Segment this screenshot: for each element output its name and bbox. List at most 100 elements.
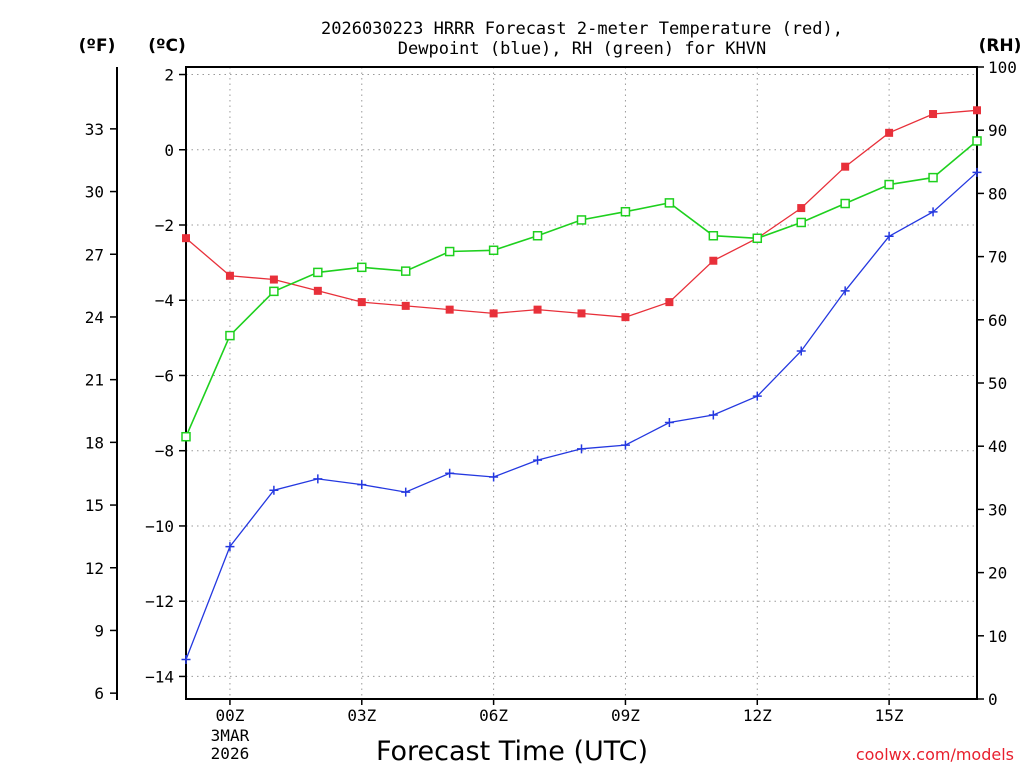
x-tick-label: 00Z [215,706,244,725]
dewpoint-point [840,286,850,296]
fahrenheit-tick-label: 18 [85,433,104,452]
celsius-tick-label: −4 [155,291,174,310]
rh-point [225,330,235,341]
temperature-line [185,109,978,318]
temperature-point [621,313,630,322]
dewpoint-point [796,346,806,356]
temperature-point [797,204,806,213]
rh-point [488,245,499,256]
dewpoint-point [269,485,279,495]
temperature-point [357,298,366,307]
rh-tick-label: 20 [988,564,1007,583]
x-tick-label: 03Z [347,706,376,725]
fahrenheit-tick-label: 27 [85,245,104,264]
dewpoint-point [972,167,982,177]
rh-tick-label: 50 [988,374,1007,393]
dewpoint-point [752,391,762,401]
attribution-text: coolwx.com/models [856,745,1014,764]
rh-point [269,286,279,297]
rh-point [884,179,894,190]
temperature-point [269,275,278,284]
celsius-tick-label: −14 [145,667,174,686]
temperature-point [973,106,981,115]
celsius-tick-label: −8 [155,442,174,461]
rh-point [313,267,323,278]
celsius-tick-label: −2 [155,216,174,235]
temperature-point [577,309,586,318]
series-layer [181,106,982,664]
temperature-point [489,309,498,318]
fahrenheit-tick-label: 9 [94,621,104,640]
temperature-point [665,298,674,307]
rh-point [664,198,675,208]
fahrenheit-tick-label: 21 [85,371,104,390]
rh-point [620,206,631,217]
rh-tick-label: 70 [988,248,1007,267]
rh-tick-label: 80 [988,184,1007,203]
rh-point [444,246,455,257]
celsius-tick-label: −6 [155,366,174,385]
fahrenheit-tick-label: 24 [85,308,104,327]
dewpoint-point [620,440,630,450]
x-tick-sublabel: 3MAR [211,726,250,745]
rh-point [400,266,411,276]
x-tick-sublabel: 2026 [211,744,250,763]
temperature-point [841,162,850,171]
dewpoint-point [181,655,191,664]
rh-point [357,262,367,273]
rh-point [796,217,806,228]
celsius-unit-label: (ºC) [148,36,186,56]
dewpoint-point [357,480,367,490]
rh-tick-label: 0 [988,690,998,709]
rh-line [185,140,978,438]
rh-point [752,233,763,244]
x-tick-label: 15Z [875,706,904,725]
temperature-point [225,271,234,280]
fahrenheit-unit-label: (ºF) [79,36,116,56]
plot-frame [185,66,978,700]
dewpoint-point [928,207,938,217]
x-tick-label: 12Z [743,706,772,725]
rh-tick-label: 30 [988,500,1007,519]
rh-tick-label: 40 [988,437,1007,456]
temperature-point [885,128,894,137]
celsius-tick-label: 2 [164,66,174,85]
dewpoint-line [185,171,978,660]
dewpoint-point [664,418,674,427]
dewpoint-point [489,472,499,482]
dewpoint-point [533,455,543,465]
dewpoint-point [401,487,411,497]
rh-point [708,230,719,241]
rh-tick-label: 10 [988,627,1007,646]
fahrenheit-tick-label: 15 [85,496,104,515]
fahrenheit-tick-label: 30 [85,183,104,202]
temperature-point [929,110,938,119]
x-axis-label: Forecast Time (UTC) [376,736,648,767]
temperature-point [313,286,322,295]
celsius-tick-label: −12 [145,592,174,611]
celsius-tick-label: −10 [145,517,174,536]
dewpoint-point [225,542,235,552]
rh-unit-label: (RH) [979,36,1022,56]
fahrenheit-tick-label: 12 [85,559,104,578]
temperature-point [533,305,542,314]
celsius-tick-label: 0 [164,141,174,160]
dewpoint-point [313,474,323,484]
rh-point [532,230,543,241]
rh-point [840,198,850,209]
dewpoint-point [577,444,586,454]
fahrenheit-tick-label: 33 [85,120,104,139]
rh-tick-label: 90 [988,121,1007,140]
x-tick-label: 06Z [479,706,508,725]
rh-point [928,172,938,183]
dewpoint-point [445,468,455,478]
chart-title-line-1: 2026030223 HRRR Forecast 2-meter Tempera… [321,19,843,39]
temperature-point [182,234,190,243]
rh-point [972,136,982,146]
x-tick-label: 09Z [611,706,640,725]
temperature-point [401,301,410,310]
temperature-point [445,305,454,314]
fahrenheit-tick-label: 6 [94,684,104,703]
